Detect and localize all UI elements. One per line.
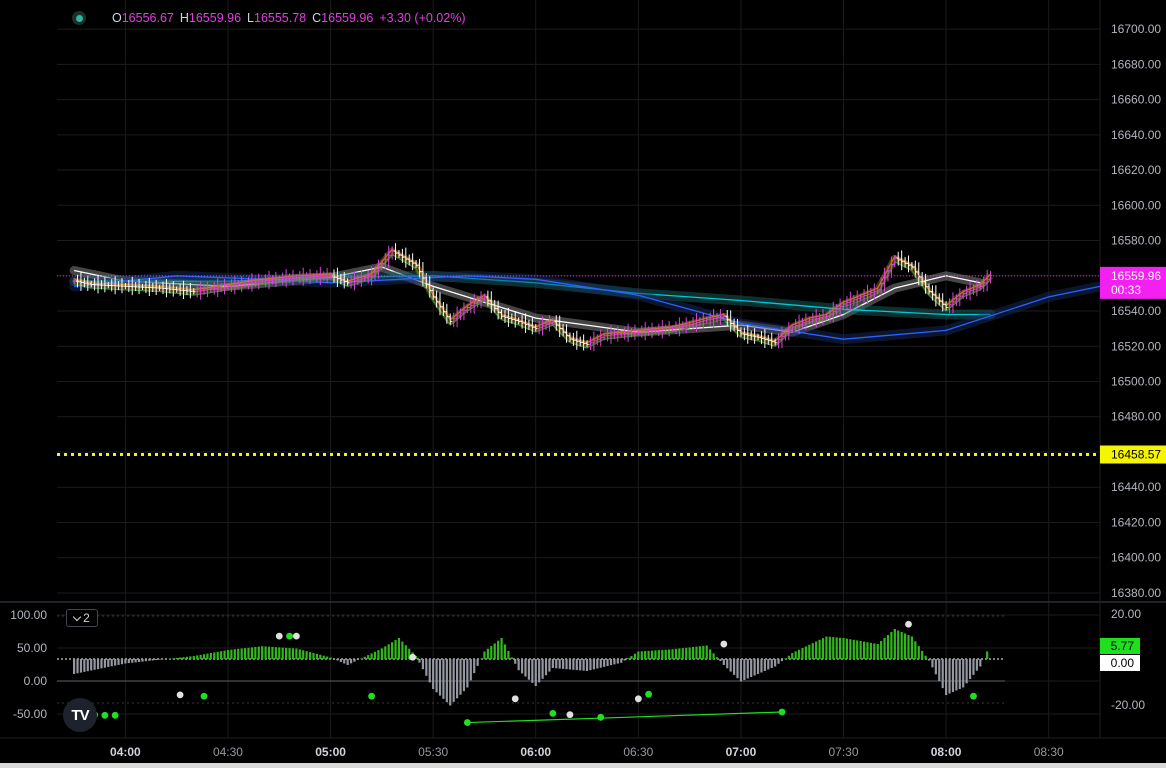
signal-dot xyxy=(176,691,184,699)
osc-zero-tag xyxy=(1100,655,1140,671)
logo-text: TV xyxy=(71,706,89,724)
time-tick-label: 07:00 xyxy=(726,745,757,759)
ohlc-legend: O 16556.67 H 16559.96 L 16555.78 C 16559… xyxy=(72,8,465,28)
bottom-edge xyxy=(0,763,1166,768)
osc-left-tick-label: 0.00 xyxy=(24,674,48,688)
high-value: 16559.96 xyxy=(188,11,242,25)
change-value: +3.30 (+0.02%) xyxy=(379,11,466,25)
oscillator-trendline xyxy=(467,711,782,724)
time-tick-label: 04:00 xyxy=(110,745,141,759)
time-tick-label: 06:30 xyxy=(623,745,653,759)
ema-orange xyxy=(73,248,991,344)
signal-dot xyxy=(778,708,786,716)
signal-dot xyxy=(634,695,642,703)
signal-dot xyxy=(970,692,977,700)
signal-dot xyxy=(597,713,605,721)
price-tick-label: 16700.00 xyxy=(1111,22,1161,36)
grid-lines xyxy=(0,0,1166,738)
price-tick-label: 16540.00 xyxy=(1111,304,1161,318)
oscillator-zero-lines xyxy=(57,615,1005,704)
ema-green xyxy=(73,253,991,349)
price-tick-label: 16640.00 xyxy=(1111,128,1161,142)
osc-value-tag xyxy=(1100,638,1140,654)
chevron-down-icon xyxy=(72,612,82,621)
divergence-line xyxy=(467,711,782,724)
price-tick-label: 16660.00 xyxy=(1111,93,1161,107)
signal-dot xyxy=(111,711,119,719)
time-tick-label: 07:30 xyxy=(829,745,859,759)
price-tick-label: 16580.00 xyxy=(1111,234,1161,248)
signal-dot xyxy=(200,692,208,700)
oscillator-histogram xyxy=(72,629,989,706)
ma-line xyxy=(74,275,1101,340)
price-tick-label: 16620.00 xyxy=(1111,163,1161,177)
time-tick-label: 05:30 xyxy=(418,745,448,759)
time-tick-label: 08:30 xyxy=(1034,745,1064,759)
tradingview-logo-icon[interactable]: TV xyxy=(63,698,97,732)
price-levels xyxy=(57,275,1100,457)
price-tick-label: 16440.00 xyxy=(1111,480,1161,494)
close-value: 16559.96 xyxy=(321,11,374,25)
oscillator-axis: 100.00 50.00 0.00 -50.00 20.00 -20.00 5.77 0.00 xyxy=(10,607,1145,721)
signal-dot xyxy=(720,640,728,648)
price-tick-label: 16420.00 xyxy=(1111,515,1161,529)
signal-dot xyxy=(905,620,912,628)
symbol-status-icon[interactable] xyxy=(72,11,86,25)
osc-right-tick-label: 20.00 xyxy=(1111,607,1141,621)
signal-dot xyxy=(566,711,574,719)
level-label: 16458.57 xyxy=(1111,448,1161,462)
indicator-count: 2 xyxy=(83,611,90,625)
high-key: H xyxy=(179,11,189,25)
signal-dot xyxy=(409,653,417,661)
osc-left-tick-label: -50.00 xyxy=(13,707,47,721)
signal-dot xyxy=(292,632,300,640)
osc-left-tick-label: 100.00 xyxy=(10,608,47,622)
low-key: L xyxy=(247,11,254,25)
price-tick-label: 16400.00 xyxy=(1111,551,1161,565)
close-key: C xyxy=(312,11,322,25)
last-price-tag xyxy=(1100,266,1166,299)
signal-dot xyxy=(511,695,519,703)
price-axis[interactable]: 16700.00 16680.00 16660.00 16640.00 16620.00… xyxy=(1100,22,1166,600)
price-tick-label: 16380.00 xyxy=(1111,586,1161,600)
time-tick-label: 06:00 xyxy=(520,745,551,759)
open-value: 16556.67 xyxy=(121,11,174,25)
indicators-collapse-button[interactable]: 2 xyxy=(66,609,98,627)
signal-dot xyxy=(463,719,471,726)
price-tick-label: 16600.00 xyxy=(1111,198,1161,212)
low-value: 16555.78 xyxy=(254,11,307,25)
time-tick-label: 05:00 xyxy=(315,745,346,759)
price-tick-label: 16680.00 xyxy=(1111,57,1161,71)
time-axis[interactable]: 04:00 04:30 05:00 05:30 06:00 06:30 07:00 07:30… xyxy=(0,737,1166,759)
oscillator-signal-dots xyxy=(80,620,977,726)
signal-dot xyxy=(286,632,293,640)
signal-dot xyxy=(549,709,557,717)
time-tick-label: 08:00 xyxy=(931,745,962,759)
signal-dot xyxy=(368,692,376,700)
signal-dot xyxy=(275,632,283,640)
signal-dot xyxy=(645,690,653,698)
price-tick-label: 16480.00 xyxy=(1111,410,1161,424)
price-tick-label: 16500.00 xyxy=(1111,375,1161,389)
level-tag xyxy=(1100,445,1166,464)
bar-countdown-label: 00:33 xyxy=(1111,283,1141,297)
osc-value-label: 5.77 xyxy=(1111,639,1135,653)
osc-zero-label: 0.00 xyxy=(1111,656,1135,670)
price-tick-label: 16520.00 xyxy=(1111,339,1161,353)
osc-right-tick-label: -20.00 xyxy=(1111,698,1145,712)
signal-dot xyxy=(101,711,109,719)
time-tick-label: 04:30 xyxy=(213,745,243,759)
osc-left-tick-label: 50.00 xyxy=(17,641,47,655)
candlesticks[interactable] xyxy=(72,243,993,352)
last-price-label: 16559.96 xyxy=(1111,269,1161,283)
open-key: O xyxy=(112,11,122,25)
